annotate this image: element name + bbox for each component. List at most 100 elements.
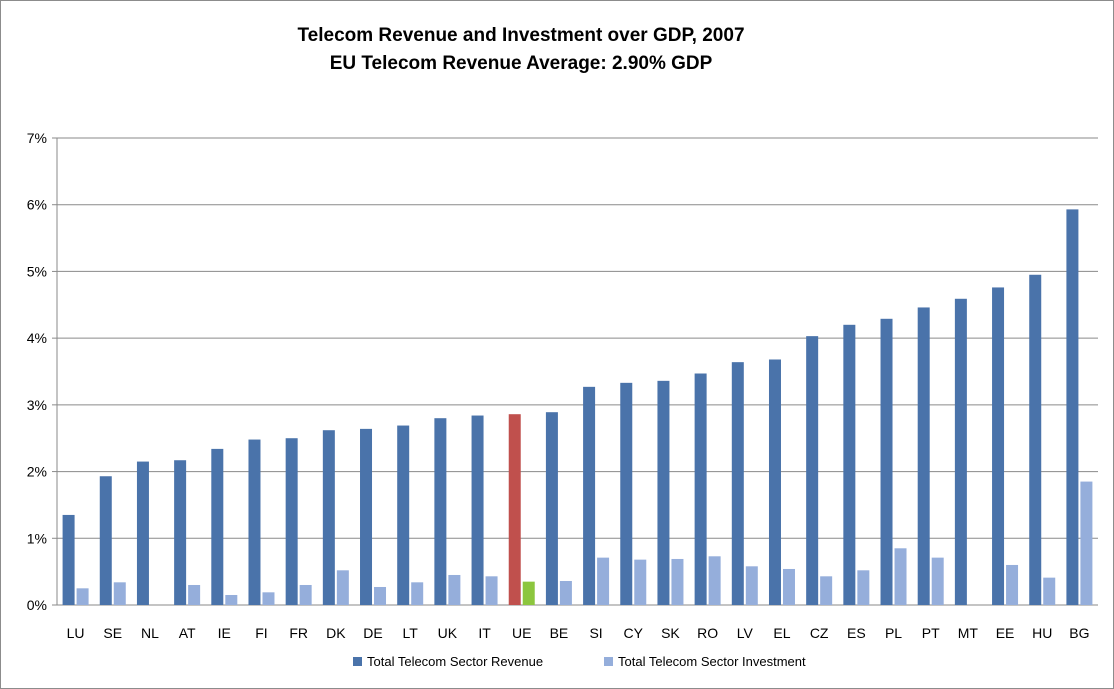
bar-revenue-bg bbox=[1066, 209, 1079, 606]
x-tick-label: BG bbox=[1069, 625, 1089, 641]
bar-investment-ee bbox=[1006, 564, 1019, 605]
x-tick-label: PT bbox=[922, 625, 940, 641]
bar-investment-bg bbox=[1080, 481, 1093, 605]
bar-investment-cy bbox=[634, 559, 647, 605]
x-tick-label: EE bbox=[996, 625, 1015, 641]
legend-swatch-0 bbox=[353, 657, 362, 666]
bar-investment-ie bbox=[225, 594, 238, 605]
bar-investment-hu bbox=[1043, 577, 1056, 605]
x-tick-label: LU bbox=[67, 625, 85, 641]
y-tick-label: 6% bbox=[27, 197, 47, 213]
x-tick-label: UE bbox=[512, 625, 531, 641]
bar-revenue-hu bbox=[1029, 274, 1042, 605]
x-tick-label: DK bbox=[326, 625, 346, 641]
bar-revenue-el bbox=[768, 359, 781, 605]
x-axis: LU SE NL AT IE FI FR DK DE LT UK IT UE BE SI CY SK RO LV EL… bbox=[67, 625, 1090, 641]
x-tick-label: AT bbox=[179, 625, 196, 641]
x-tick-label: SI bbox=[589, 625, 602, 641]
bar-revenue-si bbox=[583, 386, 596, 605]
x-tick-label: EL bbox=[773, 625, 790, 641]
y-axis: 0% 1% 2% 3% 4% 5% 6% 7% bbox=[27, 130, 47, 613]
bar-investment-at bbox=[188, 584, 201, 605]
x-tick-label: PL bbox=[885, 625, 902, 641]
bar-revenue-ee bbox=[992, 287, 1005, 605]
x-tick-label: FI bbox=[255, 625, 267, 641]
bar-investment-se bbox=[113, 582, 126, 605]
bar-revenue-uk bbox=[434, 418, 447, 605]
bar-revenue-nl bbox=[136, 461, 149, 605]
bar-revenue-sk bbox=[657, 380, 670, 605]
bar-investment-pl bbox=[894, 548, 907, 605]
x-tick-label: MT bbox=[958, 625, 979, 641]
bar-investment-fi bbox=[262, 592, 275, 605]
x-tick-label: CZ bbox=[810, 625, 829, 641]
bar-investment-sk bbox=[671, 558, 684, 605]
x-tick-label: SK bbox=[661, 625, 680, 641]
chart-subtitle: EU Telecom Revenue Average: 2.90% GDP bbox=[329, 53, 713, 74]
x-tick-label: IT bbox=[478, 625, 491, 641]
bar-revenue-lu bbox=[62, 514, 75, 605]
bar-revenue-ie bbox=[211, 448, 224, 605]
bar-revenue-ue bbox=[508, 414, 521, 605]
bar-revenue-mt bbox=[954, 298, 967, 605]
bar-investment-dk bbox=[336, 570, 349, 605]
bar-revenue-cy bbox=[620, 382, 633, 605]
x-tick-label: FR bbox=[289, 625, 308, 641]
legend-swatch-1 bbox=[604, 657, 613, 666]
bar-investment-uk bbox=[448, 574, 461, 605]
y-tick-label: 5% bbox=[27, 263, 47, 279]
bar-investment-lt bbox=[411, 582, 424, 605]
y-tick-label: 4% bbox=[27, 330, 47, 346]
x-tick-label: DE bbox=[363, 625, 382, 641]
legend-label-0: Total Telecom Sector Revenue bbox=[367, 654, 543, 669]
x-tick-label: SE bbox=[103, 625, 122, 641]
y-tick-label: 3% bbox=[27, 397, 47, 413]
bar-investment-ue bbox=[522, 581, 535, 605]
bar-investment-de bbox=[374, 586, 387, 605]
x-tick-label: LT bbox=[403, 625, 419, 641]
bar-revenue-cz bbox=[806, 336, 819, 605]
y-tick-label: 0% bbox=[27, 597, 47, 613]
x-tick-label: IE bbox=[218, 625, 231, 641]
bars bbox=[62, 209, 1093, 606]
x-tick-label: BE bbox=[550, 625, 569, 641]
bar-revenue-lv bbox=[731, 362, 744, 605]
y-tick-label: 2% bbox=[27, 464, 47, 480]
bar-investment-lu bbox=[76, 588, 89, 605]
bar-revenue-it bbox=[471, 415, 484, 605]
bar-revenue-es bbox=[843, 324, 856, 605]
x-tick-label: NL bbox=[141, 625, 159, 641]
bar-revenue-dk bbox=[322, 430, 335, 605]
legend-label-1: Total Telecom Sector Investment bbox=[618, 654, 806, 669]
bar-revenue-se bbox=[99, 476, 112, 605]
x-tick-label: HU bbox=[1032, 625, 1052, 641]
x-tick-label: ES bbox=[847, 625, 866, 641]
gridlines bbox=[52, 137, 1098, 606]
bar-revenue-be bbox=[545, 412, 558, 605]
bar-revenue-lt bbox=[397, 425, 410, 605]
bar-revenue-pt bbox=[917, 307, 930, 605]
bar-revenue-ro bbox=[694, 373, 707, 605]
x-tick-label: UK bbox=[438, 625, 458, 641]
bar-revenue-at bbox=[174, 460, 187, 605]
bar-investment-fr bbox=[299, 584, 312, 605]
bar-investment-it bbox=[485, 576, 498, 605]
chart-title: Telecom Revenue and Investment over GDP,… bbox=[297, 25, 745, 46]
bar-revenue-de bbox=[360, 428, 373, 605]
y-tick-label: 1% bbox=[27, 530, 47, 546]
bar-revenue-fi bbox=[248, 439, 261, 605]
bar-investment-be bbox=[559, 580, 572, 605]
y-tick-label: 7% bbox=[27, 130, 47, 146]
bar-investment-ro bbox=[708, 556, 721, 605]
bar-investment-cz bbox=[820, 576, 833, 605]
bar-investment-el bbox=[782, 568, 795, 605]
x-tick-label: CY bbox=[624, 625, 644, 641]
bar-investment-pt bbox=[931, 557, 944, 605]
bar-revenue-fr bbox=[285, 438, 298, 605]
bar-investment-si bbox=[597, 557, 610, 605]
x-tick-label: LV bbox=[737, 625, 754, 641]
bar-investment-lv bbox=[745, 566, 758, 605]
legend: Total Telecom Sector Revenue Total Teleco… bbox=[353, 654, 806, 669]
